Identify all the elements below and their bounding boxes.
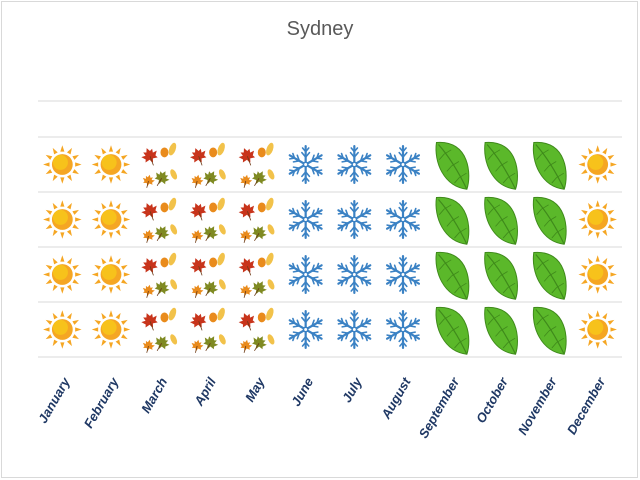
sun-icon <box>91 255 131 294</box>
autumn-leaves-icon <box>238 197 275 243</box>
autumn-leaves-icon <box>190 142 226 188</box>
snowflake-icon <box>337 309 372 350</box>
month-label-january: January <box>35 374 73 425</box>
autumn-leaves-icon <box>190 307 226 353</box>
autumn-leaves-icon <box>238 142 275 188</box>
sun-icon <box>43 255 82 294</box>
bar-june <box>288 144 323 350</box>
sun-icon <box>43 200 82 239</box>
sun-icon <box>91 145 131 184</box>
green-leaf-icon <box>484 306 518 355</box>
month-label-april: April <box>191 375 219 409</box>
sun-icon <box>578 255 617 294</box>
green-leaf-icon <box>435 306 470 355</box>
bar-october <box>484 141 518 355</box>
sun-icon <box>578 145 617 184</box>
month-label-november: November <box>515 374 560 437</box>
autumn-leaves-icon <box>141 197 178 243</box>
bar-july <box>337 144 372 350</box>
snowflake-icon <box>337 199 372 240</box>
green-leaf-icon <box>532 251 567 300</box>
pictograph-bars <box>43 141 617 355</box>
green-leaf-icon <box>484 251 518 300</box>
snowflake-icon <box>288 144 323 185</box>
bar-november <box>532 141 567 355</box>
month-label-december: December <box>564 374 609 437</box>
green-leaf-icon <box>532 141 567 190</box>
sun-icon <box>43 310 82 349</box>
month-label-march: March <box>138 375 170 416</box>
chart-title: Sydney <box>286 18 354 40</box>
bar-february <box>91 145 131 349</box>
green-leaf-icon <box>532 306 567 355</box>
green-leaf-icon <box>435 196 470 245</box>
month-labels: January February March April May June July Augu… <box>35 374 609 441</box>
autumn-leaves-icon <box>141 307 178 353</box>
autumn-leaves-icon <box>141 252 178 298</box>
month-label-june: June <box>288 375 316 409</box>
snowflake-icon <box>385 144 421 185</box>
green-leaf-icon <box>484 141 518 190</box>
green-leaf-icon <box>484 196 518 245</box>
snowflake-icon <box>288 254 323 295</box>
snowflake-icon <box>385 309 421 350</box>
snowflake-icon <box>337 254 372 295</box>
bar-january <box>43 145 82 349</box>
bar-april <box>190 142 226 353</box>
gridlines <box>38 100 622 358</box>
sun-icon <box>91 310 131 349</box>
green-leaf-icon <box>532 196 567 245</box>
snowflake-icon <box>385 254 421 295</box>
green-leaf-icon <box>435 251 470 300</box>
month-label-february: February <box>81 374 122 430</box>
sun-icon <box>578 200 617 239</box>
autumn-leaves-icon <box>238 307 275 353</box>
sun-icon <box>578 310 617 349</box>
sun-icon <box>91 200 131 239</box>
month-label-july: July <box>339 374 365 405</box>
snowflake-icon <box>337 144 372 185</box>
autumn-leaves-icon <box>238 252 275 298</box>
snowflake-icon <box>288 199 323 240</box>
snowflake-icon <box>385 199 421 240</box>
snowflake-icon <box>288 309 323 350</box>
sun-icon <box>43 145 82 184</box>
month-label-august: August <box>378 374 414 422</box>
autumn-leaves-icon <box>141 142 178 188</box>
bar-may <box>238 142 275 353</box>
autumn-leaves-icon <box>190 252 226 298</box>
bar-december <box>578 145 617 349</box>
month-label-may: May <box>242 374 268 404</box>
bar-august <box>385 144 421 350</box>
bar-march <box>141 142 178 353</box>
green-leaf-icon <box>435 141 470 190</box>
bar-september <box>435 141 470 355</box>
month-label-october: October <box>473 374 511 425</box>
autumn-leaves-icon <box>190 197 226 243</box>
month-label-september: September <box>416 374 463 441</box>
